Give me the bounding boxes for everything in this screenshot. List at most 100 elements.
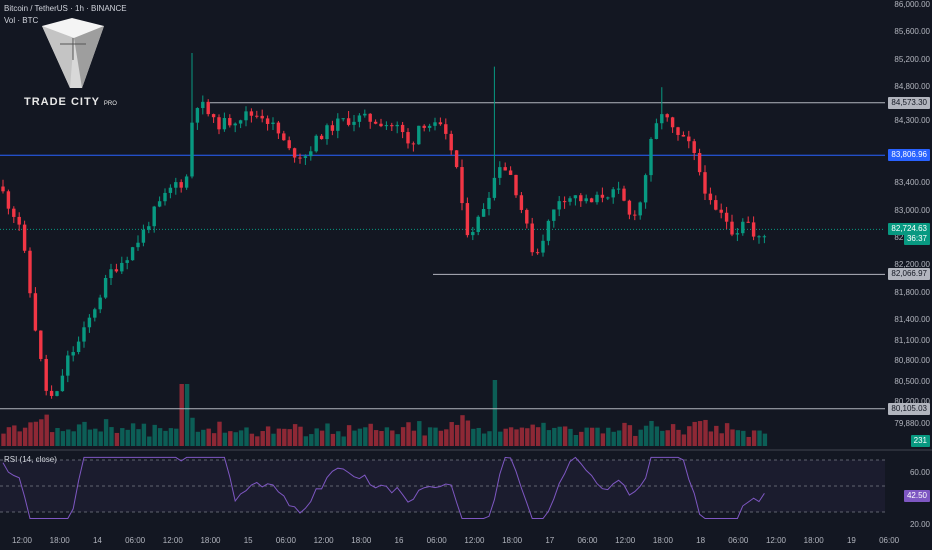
candle[interactable] xyxy=(573,195,578,206)
candle[interactable] xyxy=(498,161,502,185)
candle[interactable] xyxy=(627,199,632,220)
candle[interactable] xyxy=(471,226,475,241)
candle[interactable] xyxy=(508,166,513,176)
candle[interactable] xyxy=(606,196,610,201)
rsi-pane[interactable] xyxy=(0,452,885,532)
candle[interactable] xyxy=(514,174,518,198)
candle[interactable] xyxy=(719,203,723,219)
candle[interactable] xyxy=(379,118,383,128)
candle[interactable] xyxy=(579,193,583,207)
candle[interactable] xyxy=(600,187,605,203)
candle[interactable] xyxy=(87,314,92,333)
candle[interactable] xyxy=(206,99,210,117)
candle[interactable] xyxy=(341,118,345,122)
candle[interactable] xyxy=(228,114,232,128)
candle[interactable] xyxy=(746,216,750,223)
candle[interactable] xyxy=(692,138,696,161)
candle[interactable] xyxy=(546,219,551,246)
candlestick-chart[interactable] xyxy=(0,0,885,448)
candle[interactable] xyxy=(195,107,200,130)
candle[interactable] xyxy=(276,120,281,139)
candle[interactable] xyxy=(503,162,507,171)
candle[interactable] xyxy=(562,196,567,209)
candle[interactable] xyxy=(319,133,324,140)
candle[interactable] xyxy=(757,235,761,244)
candle[interactable] xyxy=(411,141,416,152)
candle[interactable] xyxy=(357,113,362,128)
candle[interactable] xyxy=(519,191,524,214)
candle[interactable] xyxy=(39,330,43,362)
candle[interactable] xyxy=(352,114,356,132)
candle[interactable] xyxy=(638,201,642,220)
candle[interactable] xyxy=(762,234,767,244)
candle[interactable] xyxy=(211,113,216,123)
candle[interactable] xyxy=(298,153,302,164)
candle[interactable] xyxy=(552,209,556,228)
price-axis[interactable]: 86,000.00 85,600.00 85,200.00 84,800.00 84,3… xyxy=(885,0,932,532)
candle[interactable] xyxy=(438,117,443,126)
candle[interactable] xyxy=(649,137,653,182)
candle[interactable] xyxy=(238,119,243,129)
candle[interactable] xyxy=(751,216,756,241)
candle[interactable] xyxy=(309,146,313,161)
candle[interactable] xyxy=(724,206,729,230)
candle[interactable] xyxy=(260,109,264,123)
candle[interactable] xyxy=(98,294,102,314)
candle[interactable] xyxy=(568,196,572,206)
candle[interactable] xyxy=(676,126,680,141)
candle[interactable] xyxy=(557,196,561,217)
candle[interactable] xyxy=(708,187,713,205)
candle[interactable] xyxy=(255,110,259,119)
candle[interactable] xyxy=(12,206,16,223)
candle[interactable] xyxy=(616,181,621,194)
main-chart[interactable] xyxy=(0,0,885,448)
candle[interactable] xyxy=(476,215,480,236)
candle[interactable] xyxy=(190,52,194,179)
candle[interactable] xyxy=(152,205,156,233)
candle[interactable] xyxy=(535,248,540,255)
candle[interactable] xyxy=(179,179,183,193)
candle[interactable] xyxy=(222,112,227,132)
candle[interactable] xyxy=(271,117,275,131)
candle[interactable] xyxy=(184,174,189,190)
candle[interactable] xyxy=(433,117,437,131)
candle[interactable] xyxy=(611,187,615,204)
candle[interactable] xyxy=(157,196,162,208)
candle[interactable] xyxy=(422,124,426,132)
candle[interactable] xyxy=(589,197,594,203)
rsi-label[interactable]: RSI (14, close) xyxy=(4,455,57,464)
candle[interactable] xyxy=(390,122,394,132)
candle[interactable] xyxy=(1,179,5,194)
candle[interactable] xyxy=(384,121,389,130)
candle[interactable] xyxy=(141,224,146,247)
candle[interactable] xyxy=(17,212,21,231)
candle[interactable] xyxy=(584,194,588,204)
candle[interactable] xyxy=(400,121,405,139)
candle[interactable] xyxy=(406,128,410,149)
candle[interactable] xyxy=(125,256,129,270)
candle[interactable] xyxy=(444,118,448,140)
candle[interactable] xyxy=(163,188,167,206)
candle[interactable] xyxy=(147,221,151,234)
candle[interactable] xyxy=(492,66,497,201)
candle[interactable] xyxy=(136,235,140,251)
candle[interactable] xyxy=(465,197,470,238)
candle[interactable] xyxy=(287,136,291,151)
candle[interactable] xyxy=(714,195,718,211)
candle[interactable] xyxy=(395,121,399,134)
candle[interactable] xyxy=(303,154,308,165)
candle[interactable] xyxy=(233,122,237,133)
candle[interactable] xyxy=(449,130,453,155)
candle[interactable] xyxy=(654,118,659,140)
rsi-chart[interactable] xyxy=(0,452,885,532)
candle[interactable] xyxy=(325,123,329,145)
candle[interactable] xyxy=(292,147,297,163)
candle[interactable] xyxy=(265,115,270,131)
candle[interactable] xyxy=(330,120,335,136)
candle[interactable] xyxy=(703,165,707,201)
candle[interactable] xyxy=(687,130,691,149)
candle[interactable] xyxy=(114,263,119,273)
pane-separator[interactable] xyxy=(0,449,932,451)
candle[interactable] xyxy=(66,350,70,383)
candle[interactable] xyxy=(282,130,286,141)
